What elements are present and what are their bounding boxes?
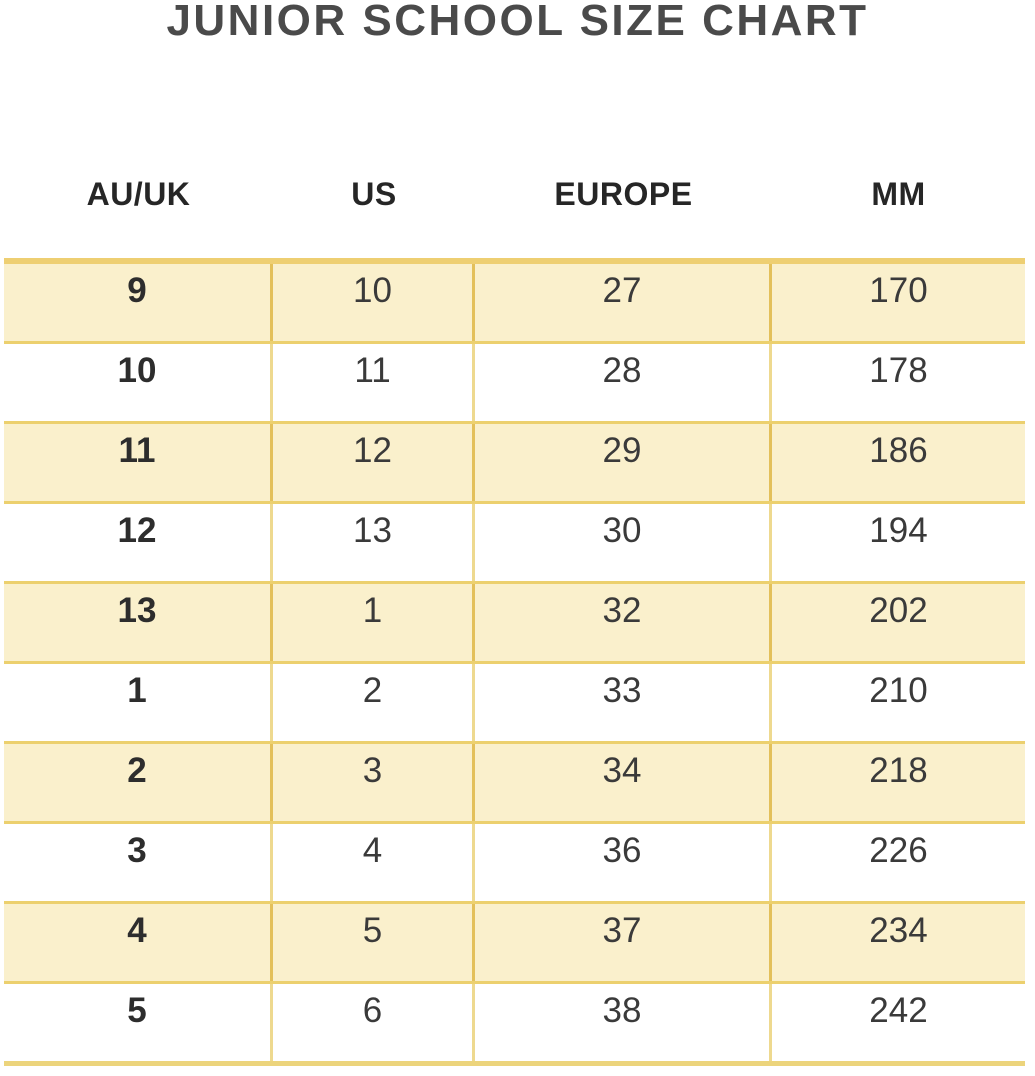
table-cell-mm: 218: [869, 751, 928, 790]
table-cell-us: 6: [273, 984, 475, 1061]
table-cell-us: 3: [273, 744, 475, 821]
table-column-headers: AU/UK US EUROPE MM: [4, 172, 1025, 216]
table-cell-us: 5: [273, 904, 475, 981]
table-cell-mm: 242: [869, 991, 928, 1030]
table-cell-europe: 38: [475, 984, 772, 1061]
table-cell-europe: 28: [475, 344, 772, 421]
column-header-mm: MM: [871, 176, 926, 212]
table-row: 2 3 34 218: [4, 744, 1025, 824]
table-cell-mm: 186: [869, 431, 928, 470]
table-cell-europe: 30: [475, 504, 772, 581]
table-cell-mm: 226: [869, 831, 928, 870]
table-cell-europe: 36: [475, 824, 772, 901]
table-cell-auuk: 9: [4, 264, 273, 341]
table-cell-mm: 178: [869, 351, 928, 390]
table-cell-auuk: 1: [4, 664, 273, 741]
table-cell-europe: 34: [475, 744, 772, 821]
table-cell-us: 4: [273, 824, 475, 901]
table-row: 3 4 36 226: [4, 824, 1025, 904]
table-cell-auuk: 12: [4, 504, 273, 581]
table-cell-auuk: 10: [4, 344, 273, 421]
table-row: 13 1 32 202: [4, 584, 1025, 664]
table-cell-europe: 29: [475, 424, 772, 501]
table-row: 1 2 33 210: [4, 664, 1025, 744]
column-header-us: US: [351, 176, 397, 212]
table-row: 9 10 27 170: [4, 264, 1025, 344]
table-cell-us: 10: [273, 264, 475, 341]
table-row: 4 5 37 234: [4, 904, 1025, 984]
table-row: 10 11 28 178: [4, 344, 1025, 424]
table-cell-mm: 194: [869, 511, 928, 550]
table-cell-europe: 32: [475, 584, 772, 661]
table-cell-europe: 33: [475, 664, 772, 741]
table-row: 5 6 38 242: [4, 984, 1025, 1061]
table-cell-auuk: 2: [4, 744, 273, 821]
table-cell-mm: 170: [869, 271, 928, 310]
table-cell-mm: 234: [869, 911, 928, 950]
table-cell-europe: 37: [475, 904, 772, 981]
table-row: 12 13 30 194: [4, 504, 1025, 584]
table-cell-us: 12: [273, 424, 475, 501]
column-header-europe: EUROPE: [554, 176, 693, 212]
table-cell-us: 2: [273, 664, 475, 741]
table-cell-auuk: 4: [4, 904, 273, 981]
table-cell-auuk: 11: [4, 424, 273, 501]
size-chart-table: 9 10 27 170 10 11 28 178 11 12 29 186 12…: [4, 258, 1025, 1066]
table-cell-mm: 202: [869, 591, 928, 630]
table-cell-auuk: 3: [4, 824, 273, 901]
table-row: 11 12 29 186: [4, 424, 1025, 504]
page-title: JUNIOR SCHOOL SIZE CHART: [166, 0, 869, 45]
table-cell-auuk: 5: [4, 984, 273, 1061]
table-cell-us: 13: [273, 504, 475, 581]
column-header-auuk: AU/UK: [86, 176, 191, 212]
table-cell-us: 1: [273, 584, 475, 661]
table-cell-auuk: 13: [4, 584, 273, 661]
table-cell-mm: 210: [869, 671, 928, 710]
table-cell-europe: 27: [475, 264, 772, 341]
table-cell-us: 11: [273, 344, 475, 421]
